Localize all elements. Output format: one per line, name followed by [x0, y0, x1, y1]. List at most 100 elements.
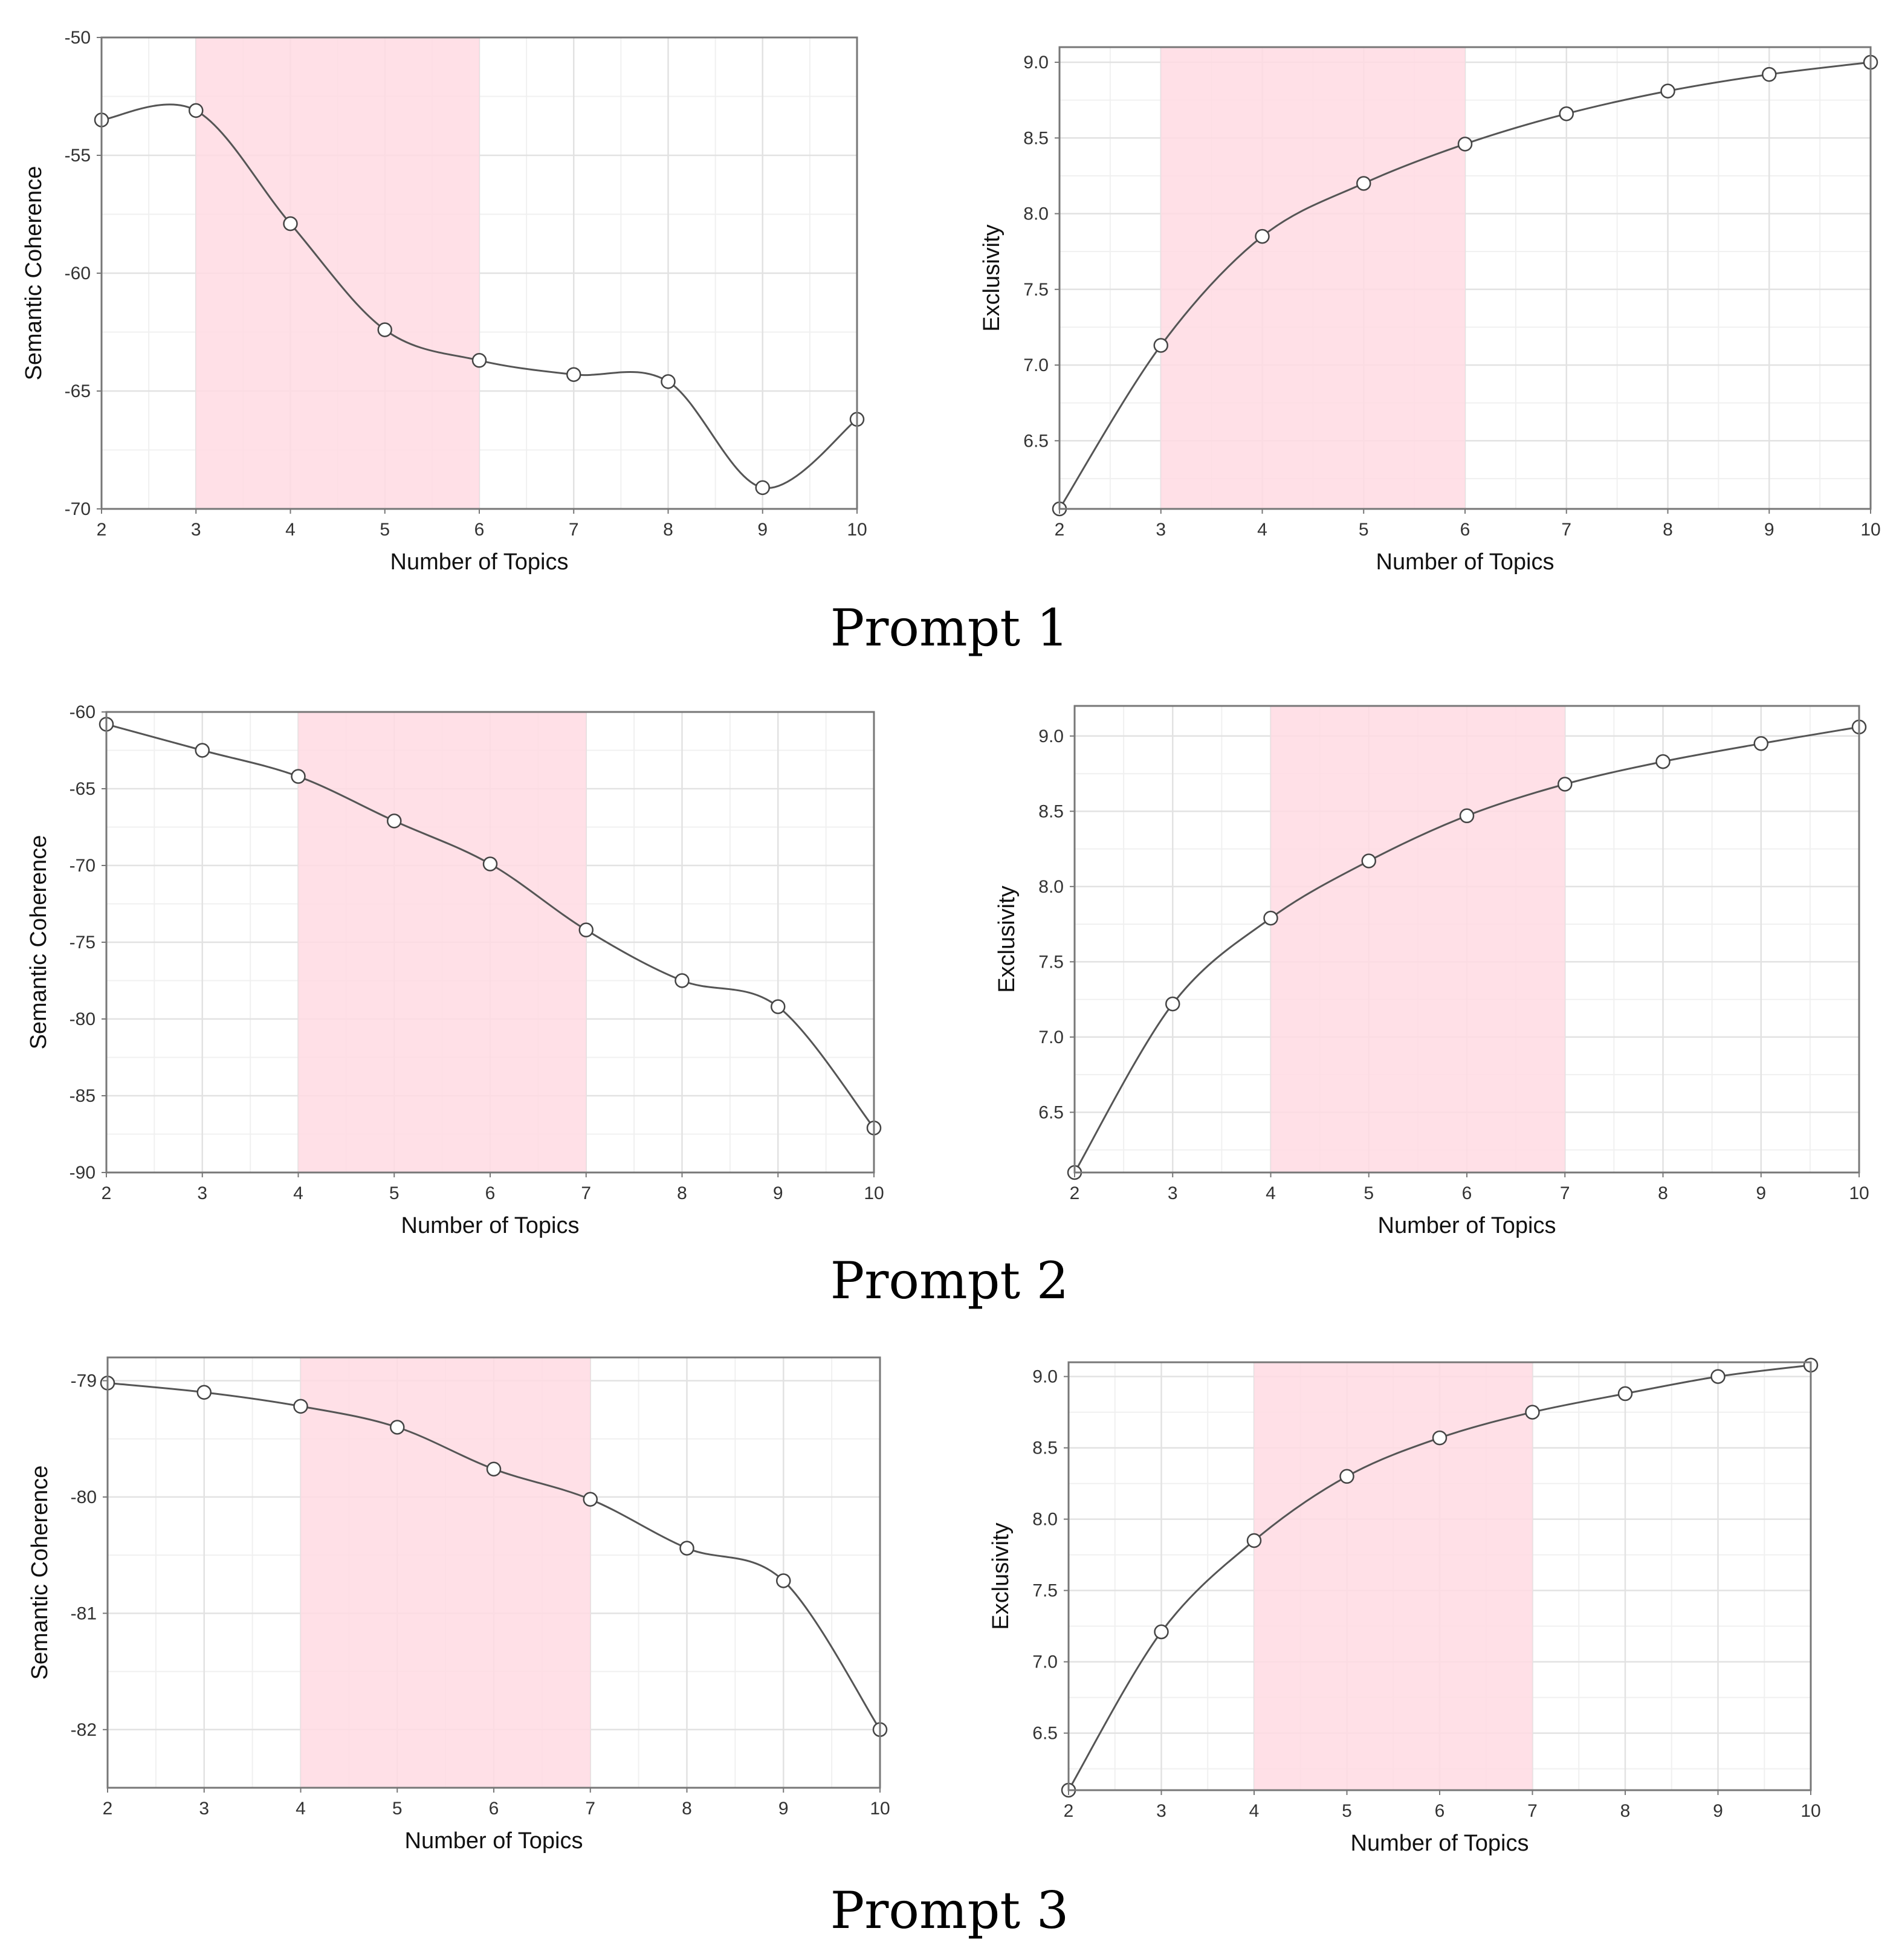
data-point-4: [1246, 1533, 1262, 1548]
x-tick-label: 7: [1561, 520, 1571, 540]
data-point-5: [390, 1420, 405, 1435]
data-point-5: [377, 322, 392, 337]
x-axis-title: Number of Topics: [1376, 549, 1554, 575]
x-axis-title: Number of Topics: [1378, 1213, 1556, 1238]
data-point-6: [471, 353, 487, 368]
x-tick-label: 9: [757, 520, 768, 540]
y-tick-label: 7.5: [1038, 952, 1064, 972]
y-axis-title: Exclusivity: [988, 1522, 1014, 1629]
y-tick-label: -80: [70, 1009, 95, 1029]
chart-prompt1-exclusivity: 2 3 4 5 6 7 8 9 10 6.5 7.0 7.5 8.0 8.5 9.0 Number of To…: [979, 46, 1881, 575]
highlight-band: [1160, 47, 1465, 509]
x-tick-label: 2: [1070, 1183, 1080, 1203]
highlight-band: [1254, 1362, 1533, 1790]
y-tick-label: -79: [71, 1371, 97, 1391]
data-point-8: [1655, 754, 1671, 769]
x-tick-label: 5: [1364, 1183, 1374, 1203]
y-tick-label: 8.0: [1023, 204, 1049, 224]
x-tick-label: 2: [97, 520, 107, 540]
data-point-4: [1263, 910, 1278, 926]
y-tick-label: -55: [65, 146, 91, 166]
x-tick-label: 10: [870, 1799, 890, 1819]
x-tick-label: 5: [389, 1183, 400, 1203]
x-axis-title: Number of Topics: [390, 549, 569, 575]
y-tick-label: 7.0: [1023, 355, 1049, 375]
data-point-6: [1457, 137, 1473, 152]
x-tick-label: 9: [773, 1183, 783, 1203]
x-tick-label: 10: [847, 520, 867, 540]
x-tick-label: 10: [1849, 1183, 1869, 1203]
y-tick-label: -50: [65, 28, 91, 48]
data-point-5: [1356, 176, 1371, 191]
x-tick-label: 6: [1462, 1183, 1472, 1203]
data-point-6: [1432, 1430, 1448, 1446]
data-point-8: [1617, 1386, 1633, 1402]
data-point-7: [566, 367, 581, 382]
x-tick-label: 6: [485, 1183, 496, 1203]
x-tick-label: 2: [1064, 1801, 1074, 1821]
data-point-9: [1710, 1369, 1726, 1384]
x-axis-title: Number of Topics: [1351, 1831, 1529, 1856]
x-tick-label: 8: [663, 520, 673, 540]
x-tick-label: 9: [778, 1799, 789, 1819]
y-tick-label: -81: [71, 1603, 97, 1623]
x-tick-label: 3: [1156, 1801, 1166, 1821]
y-tick-label: -65: [70, 779, 95, 799]
caption-prompt-2: Prompt 2: [830, 1251, 1069, 1310]
x-tick-label: 5: [380, 520, 390, 540]
y-axis-title: Semantic Coherence: [26, 835, 51, 1050]
y-axis-title: Exclusivity: [994, 885, 1020, 992]
x-tick-label: 5: [1342, 1801, 1352, 1821]
x-tick-label: 7: [585, 1799, 595, 1819]
data-point-7: [578, 922, 594, 937]
x-tick-label: 4: [1266, 1183, 1276, 1203]
x-tick-label: 3: [1156, 520, 1166, 540]
x-tick-label: 7: [569, 520, 579, 540]
y-tick-label: 8.0: [1032, 1510, 1058, 1530]
x-tick-label: 3: [197, 1183, 207, 1203]
x-axis-title: Number of Topics: [405, 1828, 583, 1854]
x-tick-label: 6: [474, 520, 485, 540]
x-tick-label: 3: [191, 520, 201, 540]
y-tick-label: 7.5: [1032, 1581, 1058, 1601]
x-tick-label: 10: [1860, 520, 1880, 540]
data-point-4: [1255, 228, 1270, 244]
highlight-band: [300, 1357, 590, 1788]
x-tick-label: 8: [682, 1799, 692, 1819]
x-tick-label: 8: [1658, 1183, 1668, 1203]
data-point-9: [771, 999, 786, 1014]
data-point-7: [583, 1492, 598, 1507]
data-point-8: [675, 973, 690, 988]
x-axis-title: Number of Topics: [401, 1213, 580, 1238]
data-point-8: [1660, 83, 1675, 99]
data-point-6: [486, 1461, 502, 1476]
y-tick-label: 9.0: [1032, 1367, 1058, 1387]
data-point-3: [195, 743, 210, 758]
y-tick-label: -70: [70, 856, 95, 876]
chart-prompt2-exclusivity: 2 3 4 5 6 7 8 9 10 6.5 7.0 7.5 8.0 8.5 9.0 Number of To…: [994, 705, 1869, 1238]
y-tick-label: 7.5: [1023, 280, 1049, 300]
x-tick-label: 4: [293, 1183, 303, 1203]
x-tick-label: 4: [296, 1799, 306, 1819]
caption-prompt-1: Prompt 1: [830, 598, 1069, 658]
y-tick-label: 8.0: [1038, 877, 1064, 897]
data-point-9: [1762, 66, 1777, 82]
chart-prompt3-exclusivity: 2 3 4 5 6 7 8 9 10 6.5 7.0 7.5 8.0 8.5 9.0 Number of To…: [988, 1357, 1821, 1856]
y-tick-label: 6.5: [1023, 431, 1049, 451]
data-point-7: [1525, 1405, 1540, 1420]
x-tick-label: 3: [1168, 1183, 1178, 1203]
y-axis-title: Semantic Coherence: [21, 166, 47, 381]
y-tick-label: -85: [70, 1086, 95, 1106]
data-point-9: [1753, 736, 1768, 751]
y-tick-label: -82: [71, 1720, 97, 1740]
data-point-5: [1339, 1469, 1354, 1484]
x-tick-label: 4: [1257, 520, 1267, 540]
x-tick-label: 10: [864, 1183, 884, 1203]
x-tick-label: 2: [1055, 520, 1065, 540]
x-tick-label: 7: [1527, 1801, 1538, 1821]
x-tick-label: 5: [392, 1799, 403, 1819]
x-tick-label: 3: [199, 1799, 209, 1819]
chart-prompt3-semantic-coherence: 2 3 4 5 6 7 8 9 10 -82 -81 -80 -79 Number of Topics Se…: [27, 1356, 890, 1854]
data-point-3: [1153, 338, 1168, 353]
